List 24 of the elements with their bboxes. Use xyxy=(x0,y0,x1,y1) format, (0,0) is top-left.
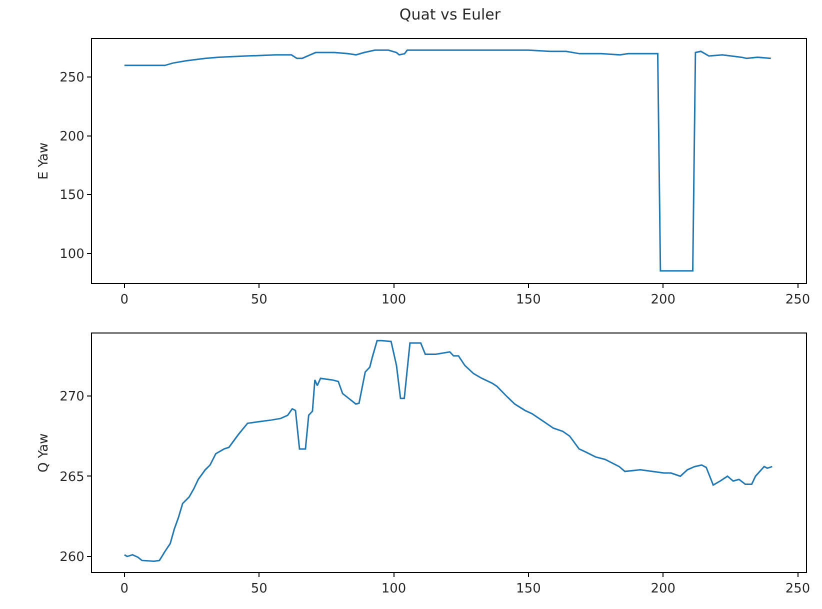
line-series xyxy=(124,49,772,272)
y-tick-label: 265 xyxy=(60,470,84,485)
y-tick-label: 150 xyxy=(60,188,84,204)
x-tick-label: 0 xyxy=(120,582,129,597)
x-tick-label: 200 xyxy=(650,292,676,308)
x-tick-label: 0 xyxy=(120,292,129,308)
x-tick-label: 50 xyxy=(250,292,268,308)
y-tick-label: 200 xyxy=(60,129,84,144)
y-tick-label: 270 xyxy=(60,390,84,405)
y-tick-label: 260 xyxy=(60,550,84,565)
line-series xyxy=(124,340,773,562)
x-tick-label: 50 xyxy=(250,582,268,597)
x-tick-label: 200 xyxy=(650,582,676,597)
y-tick-label: 100 xyxy=(60,246,84,262)
x-tick-label: 100 xyxy=(381,292,406,308)
y-axis-title: E Yaw xyxy=(36,142,52,180)
y-axis-title: Q Yaw xyxy=(36,432,52,472)
x-tick-label: 250 xyxy=(785,582,810,597)
y-tick-label: 250 xyxy=(60,70,84,86)
x-tick-label: 250 xyxy=(785,292,810,308)
x-tick-label: 150 xyxy=(516,292,541,308)
x-tick-label: 100 xyxy=(381,582,406,597)
x-tick-label: 150 xyxy=(516,582,541,597)
chart-title: Quat vs Euler xyxy=(399,5,502,24)
